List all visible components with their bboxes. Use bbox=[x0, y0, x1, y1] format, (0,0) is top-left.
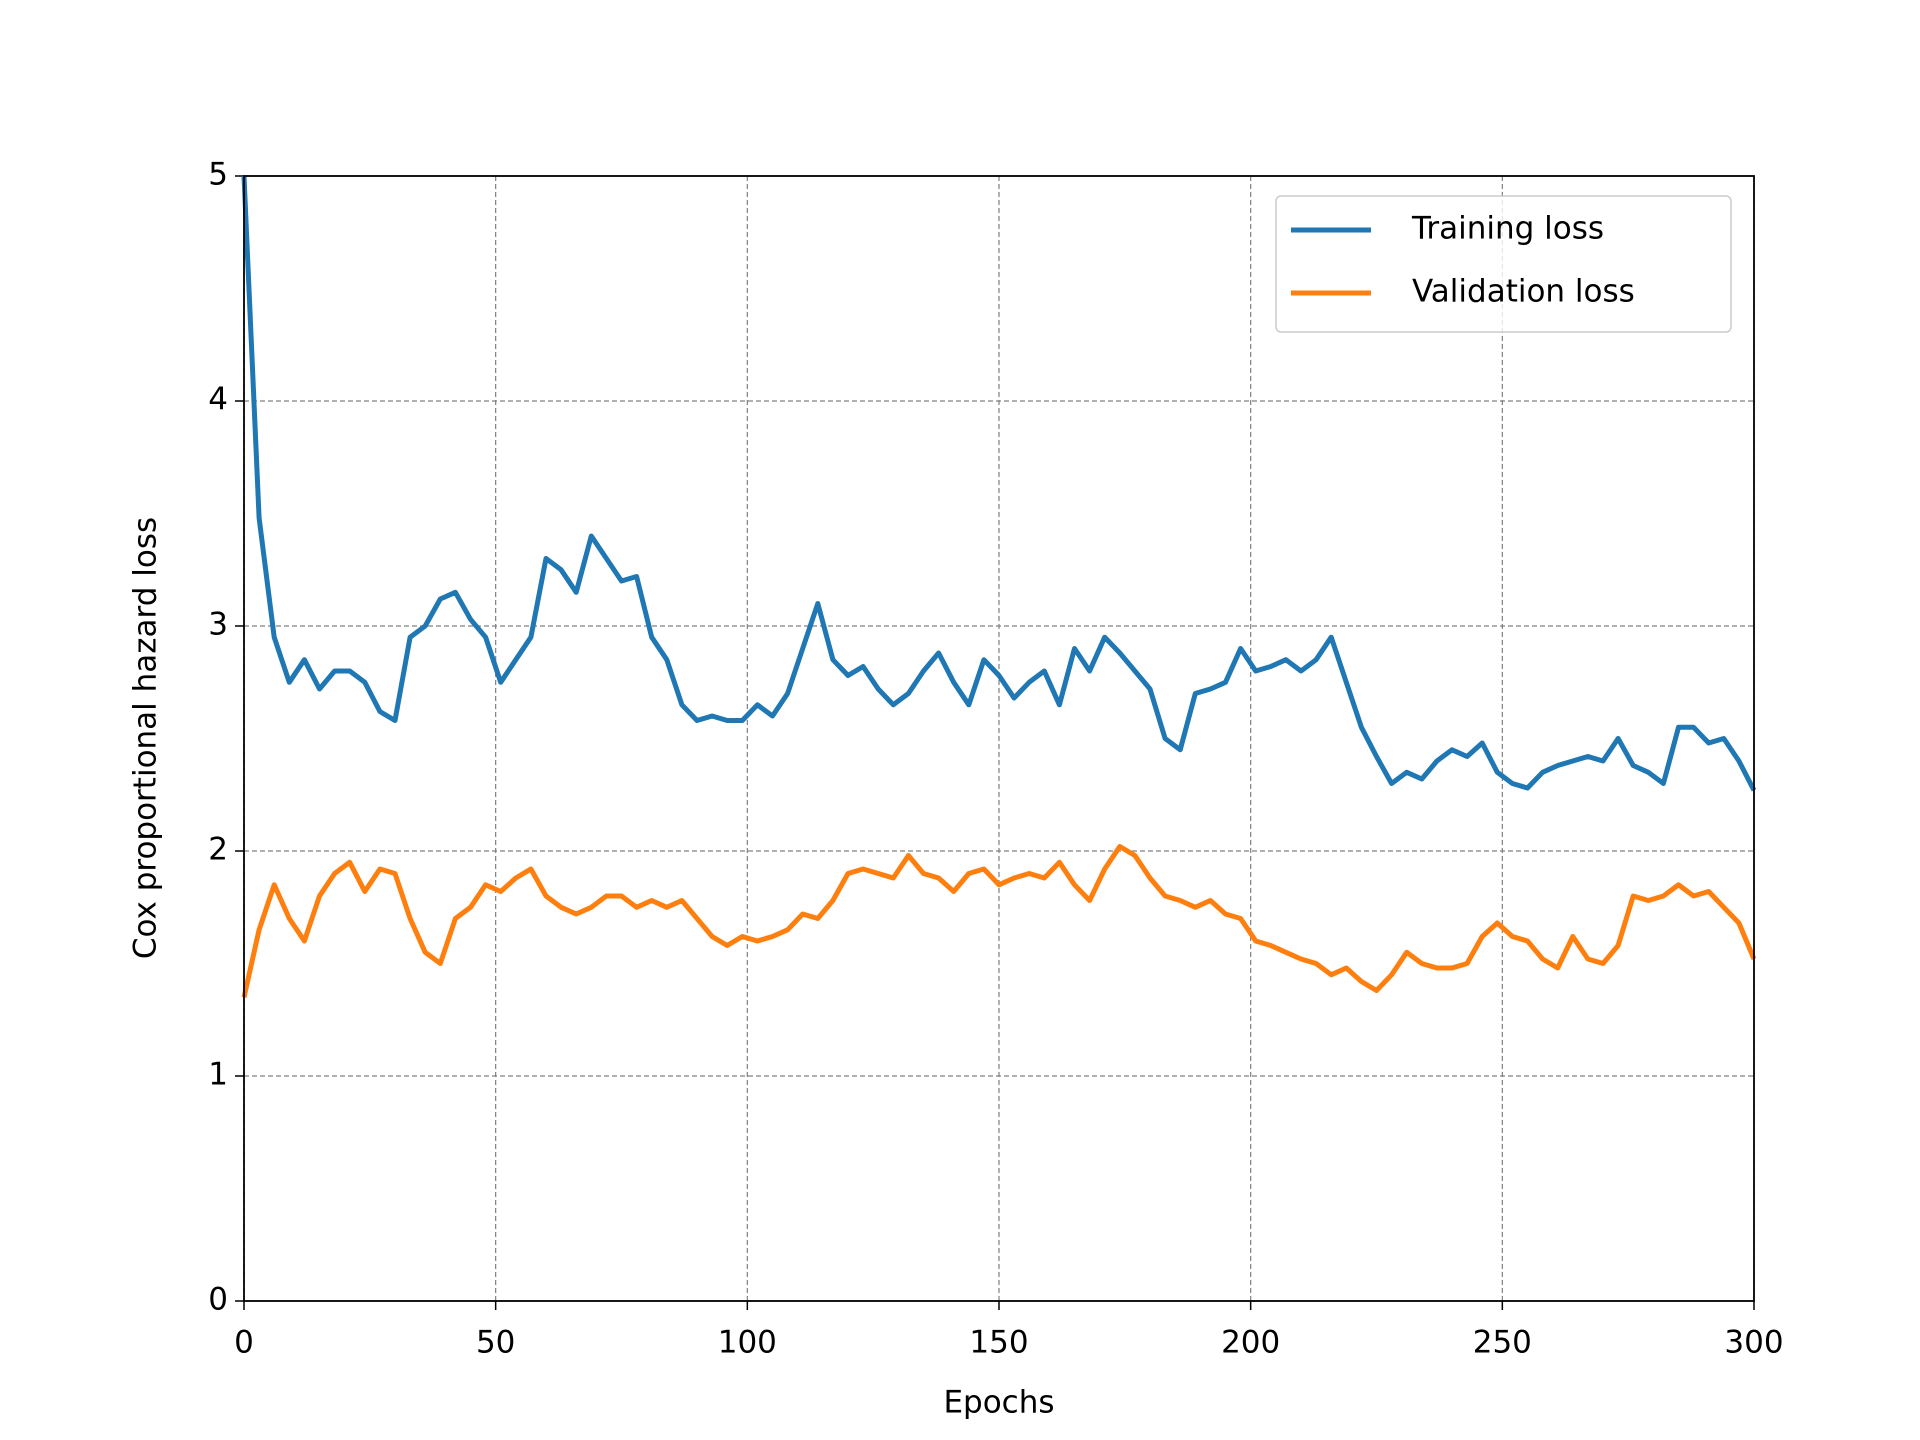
y-tick-label: 4 bbox=[208, 382, 228, 418]
legend-label: Validation loss bbox=[1412, 274, 1635, 310]
x-tick-label: 0 bbox=[234, 1325, 254, 1361]
y-tick-label: 1 bbox=[208, 1057, 228, 1093]
x-tick-label: 300 bbox=[1724, 1325, 1783, 1361]
x-tick-label: 150 bbox=[969, 1325, 1028, 1361]
line-series bbox=[241, 844, 1757, 998]
y-tick-label: 2 bbox=[208, 832, 228, 868]
legend-box bbox=[1275, 195, 1732, 333]
y-axis-label: Cox proportional hazard loss bbox=[128, 517, 164, 959]
legend-label: Training loss bbox=[1411, 211, 1604, 247]
x-tick-label: 200 bbox=[1221, 1325, 1280, 1361]
x-axis-label: Epochs bbox=[943, 1385, 1054, 1421]
plot-frame bbox=[243, 175, 1755, 1302]
x-tick-label: 250 bbox=[1473, 1325, 1532, 1361]
x-tick-label: 100 bbox=[718, 1325, 777, 1361]
y-tick-label: 5 bbox=[208, 157, 228, 193]
y-tick-label: 0 bbox=[208, 1282, 228, 1318]
line-series bbox=[241, 175, 1757, 792]
x-tick-label: 50 bbox=[476, 1325, 515, 1361]
y-tick-label: 3 bbox=[208, 607, 228, 643]
